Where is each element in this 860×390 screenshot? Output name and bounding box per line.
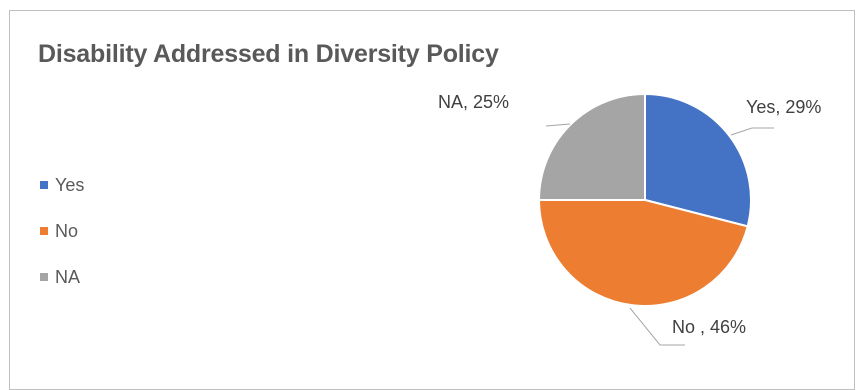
chart-title: Disability Addressed in Diversity Policy	[38, 40, 499, 68]
pie-slice-yes	[644, 92, 752, 228]
data-label-yes: Yes, 29%	[746, 97, 821, 117]
legend-item-no: No	[40, 218, 84, 264]
legend-swatch-no	[40, 227, 48, 235]
pie-chart-plot: Yes, 29% No , 46% NA, 25%	[438, 92, 821, 346]
legend-item-yes: Yes	[40, 172, 84, 218]
data-label-no: No , 46%	[672, 317, 746, 337]
chart-legend: Yes No NA	[40, 172, 84, 310]
data-label-na: NA, 25%	[438, 92, 509, 112]
legend-label-no: No	[55, 221, 79, 241]
legend-label-na: NA	[55, 267, 81, 287]
leader-line-no	[629, 307, 685, 346]
legend-item-na: NA	[40, 264, 84, 310]
leader-line-yes	[730, 127, 774, 136]
leader-line-na	[545, 123, 571, 127]
legend-label-yes: Yes	[55, 175, 85, 195]
pie-slice-no	[537, 199, 749, 307]
pie-slice-na	[537, 92, 646, 201]
legend-swatch-yes	[40, 181, 48, 189]
legend-swatch-na	[40, 273, 48, 281]
